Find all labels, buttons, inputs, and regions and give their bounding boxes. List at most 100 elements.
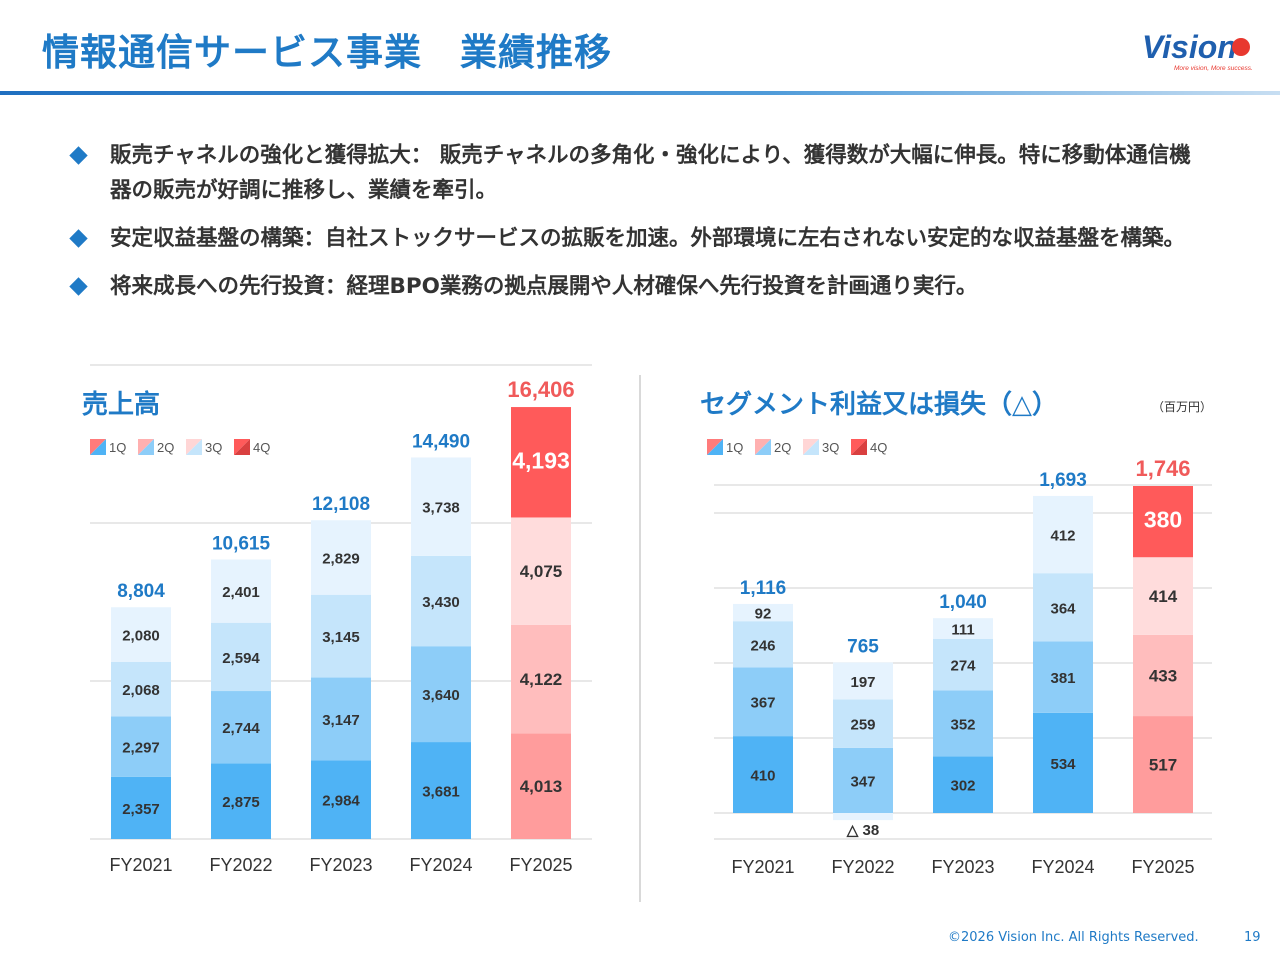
profit-bar-fy2022-3q bbox=[833, 699, 893, 748]
profit-label-fy2023-2q: 352 bbox=[950, 716, 975, 733]
profit-bar-fy2022-1q bbox=[833, 813, 893, 821]
profit-bar-fy2021-2q bbox=[733, 667, 793, 737]
profit-label-fy2023-4q: 111 bbox=[951, 622, 974, 639]
sales-chart-title: 売上高 bbox=[82, 390, 161, 420]
profit-label-fy2022-3q: 259 bbox=[850, 717, 875, 734]
sales-bar-fy2022-4q bbox=[211, 559, 271, 623]
sales-label-fy2021-2q: 2,297 bbox=[122, 740, 160, 757]
sales-category-fy2022: FY2022 bbox=[209, 855, 272, 875]
profit-bar-fy2023-4q bbox=[933, 618, 993, 639]
sales-label-fy2021-4q: 2,080 bbox=[122, 628, 160, 645]
sales-bar-fy2023-2q bbox=[311, 677, 371, 761]
unit-label: （百万円） bbox=[1152, 400, 1213, 414]
profit-total-fy2023: 1,040 bbox=[939, 592, 987, 613]
profit-chart-title: セグメント利益又は損失（△） bbox=[700, 390, 1058, 420]
profit-bar-fy2024-3q bbox=[1033, 573, 1093, 642]
profit-bar-fy2022-4q bbox=[833, 662, 893, 700]
sales-bar-fy2022-2q bbox=[211, 691, 271, 764]
sales-label-fy2021-3q: 2,068 bbox=[122, 682, 160, 699]
profit-total-fy2025: 1,746 bbox=[1135, 456, 1190, 481]
profit-bar-fy2024-2q bbox=[1033, 641, 1093, 713]
legend-label-3q: 3Q bbox=[822, 440, 839, 455]
profit-label-fy2024-1q: 534 bbox=[1050, 756, 1076, 773]
legend-swatch-4q bbox=[851, 439, 867, 455]
profit-label-fy2024-2q: 381 bbox=[1050, 670, 1075, 687]
profit-label-fy2024-4q: 412 bbox=[1050, 528, 1075, 545]
profit-bar-fy2021-1q bbox=[733, 736, 793, 813]
legend-swatch-3q bbox=[186, 439, 202, 455]
bullet-item: 安定収益基盤の構築：自社ストックサービスの拡販を加速。外部環境に左右されない安定… bbox=[68, 221, 1208, 256]
profit-bar-fy2024-4q bbox=[1033, 495, 1093, 574]
sales-label-fy2025-2q: 4,122 bbox=[520, 670, 563, 689]
sales-bar-fy2025-3q bbox=[511, 517, 571, 625]
profit-total-fy2021: 1,116 bbox=[740, 578, 787, 599]
legend-label-1q: 1Q bbox=[109, 440, 126, 455]
sales-bar-fy2023-1q bbox=[311, 760, 371, 839]
sales-total-fy2025: 16,406 bbox=[507, 377, 574, 402]
sales-bar-fy2021-3q bbox=[111, 661, 171, 717]
profit-bar-fy2025-1q bbox=[1133, 716, 1193, 813]
profit-bar-fy2025-4q bbox=[1133, 486, 1193, 558]
profit-category-fy2025: FY2025 bbox=[1131, 857, 1194, 877]
sales-bar-fy2023-4q bbox=[311, 520, 371, 595]
sales-bar-fy2021-4q bbox=[111, 607, 171, 662]
sales-bar-fy2025-4q bbox=[511, 407, 571, 518]
sales-label-fy2024-3q: 3,430 bbox=[422, 594, 460, 611]
sales-label-fy2021-1q: 2,357 bbox=[122, 801, 160, 818]
legend-swatch-3q bbox=[803, 439, 819, 455]
profit-bar-fy2021-4q bbox=[733, 603, 793, 622]
sales-category-fy2025: FY2025 bbox=[509, 855, 572, 875]
sales-bar-fy2024-2q bbox=[411, 646, 471, 743]
sales-category-fy2021: FY2021 bbox=[109, 855, 172, 875]
sales-bar-fy2022-3q bbox=[211, 622, 271, 692]
profit-label-fy2025-2q: 433 bbox=[1149, 666, 1177, 685]
profit-label-fy2021-4q: 92 bbox=[755, 606, 772, 623]
profit-bar-fy2023-3q bbox=[933, 639, 993, 691]
profit-label-fy2023-1q: 302 bbox=[950, 778, 975, 795]
copyright: ©2026 Vision Inc. All Rights Reserved. bbox=[948, 930, 1199, 945]
sales-label-fy2023-3q: 3,145 bbox=[322, 629, 360, 646]
profit-label-fy2024-3q: 364 bbox=[1050, 600, 1076, 617]
sales-total-fy2023: 12,108 bbox=[312, 494, 370, 515]
bullet-item: 販売チャネルの強化と獲得拡大： 販売チャネルの多角化・強化により、獲得数が大幅に… bbox=[68, 138, 1208, 208]
profit-total-fy2022: 765 bbox=[847, 636, 879, 657]
sales-bar-fy2025-1q bbox=[511, 733, 571, 839]
logo-tagline: More vision, More success. bbox=[1174, 65, 1253, 72]
bullet-item: 将来成長への先行投資：経理BPO業務の拠点展開や人材確保へ先行投資を計画通り実行… bbox=[68, 269, 1208, 304]
profit-label-fy2025-4q: 380 bbox=[1144, 507, 1182, 533]
profit-label-fy2021-3q: 246 bbox=[750, 637, 775, 654]
sales-bar-fy2022-1q bbox=[211, 763, 271, 839]
legend-label-1q: 1Q bbox=[726, 440, 743, 455]
profit-label-fy2025-1q: 517 bbox=[1149, 756, 1177, 775]
profit-bar-fy2021-3q bbox=[733, 621, 793, 668]
profit-label-fy2023-3q: 274 bbox=[950, 658, 976, 675]
profit-total-fy2024: 1,693 bbox=[1039, 470, 1087, 491]
sales-category-fy2024: FY2024 bbox=[409, 855, 472, 875]
sales-bar-fy2021-1q bbox=[111, 776, 171, 839]
legend-label-4q: 4Q bbox=[253, 440, 270, 455]
profit-label-fy2022-1q: △ 38 bbox=[846, 822, 879, 839]
profit-bar-fy2025-2q bbox=[1133, 634, 1193, 717]
vision-logo: Vision More vision, More success. bbox=[1142, 29, 1253, 72]
sales-bar-fy2025-2q bbox=[511, 624, 571, 734]
legend-label-3q: 3Q bbox=[205, 440, 222, 455]
title-underline bbox=[0, 91, 1280, 95]
legend-swatch-4q bbox=[234, 439, 250, 455]
sales-label-fy2025-4q: 4,193 bbox=[512, 447, 570, 473]
profit-bar-fy2023-2q bbox=[933, 690, 993, 757]
sales-label-fy2025-3q: 4,075 bbox=[520, 562, 563, 581]
profit-category-fy2022: FY2022 bbox=[831, 857, 894, 877]
sales-label-fy2022-3q: 2,594 bbox=[222, 650, 260, 667]
bullet-list: 販売チャネルの強化と獲得拡大： 販売チャネルの多角化・強化により、獲得数が大幅に… bbox=[68, 138, 1208, 317]
profit-category-fy2021: FY2021 bbox=[731, 857, 794, 877]
profit-bar-fy2024-1q bbox=[1033, 712, 1093, 813]
sales-total-fy2022: 10,615 bbox=[212, 533, 271, 554]
legend-swatch-1q bbox=[707, 439, 723, 455]
legend-label-2q: 2Q bbox=[774, 440, 791, 455]
profit-label-fy2021-2q: 367 bbox=[750, 695, 775, 712]
sales-bar-fy2024-1q bbox=[411, 742, 471, 839]
profit-label-fy2021-1q: 410 bbox=[750, 768, 775, 785]
sales-bar-fy2023-3q bbox=[311, 594, 371, 678]
page-title: 情報通信サービス事業 業績推移 bbox=[42, 31, 612, 74]
